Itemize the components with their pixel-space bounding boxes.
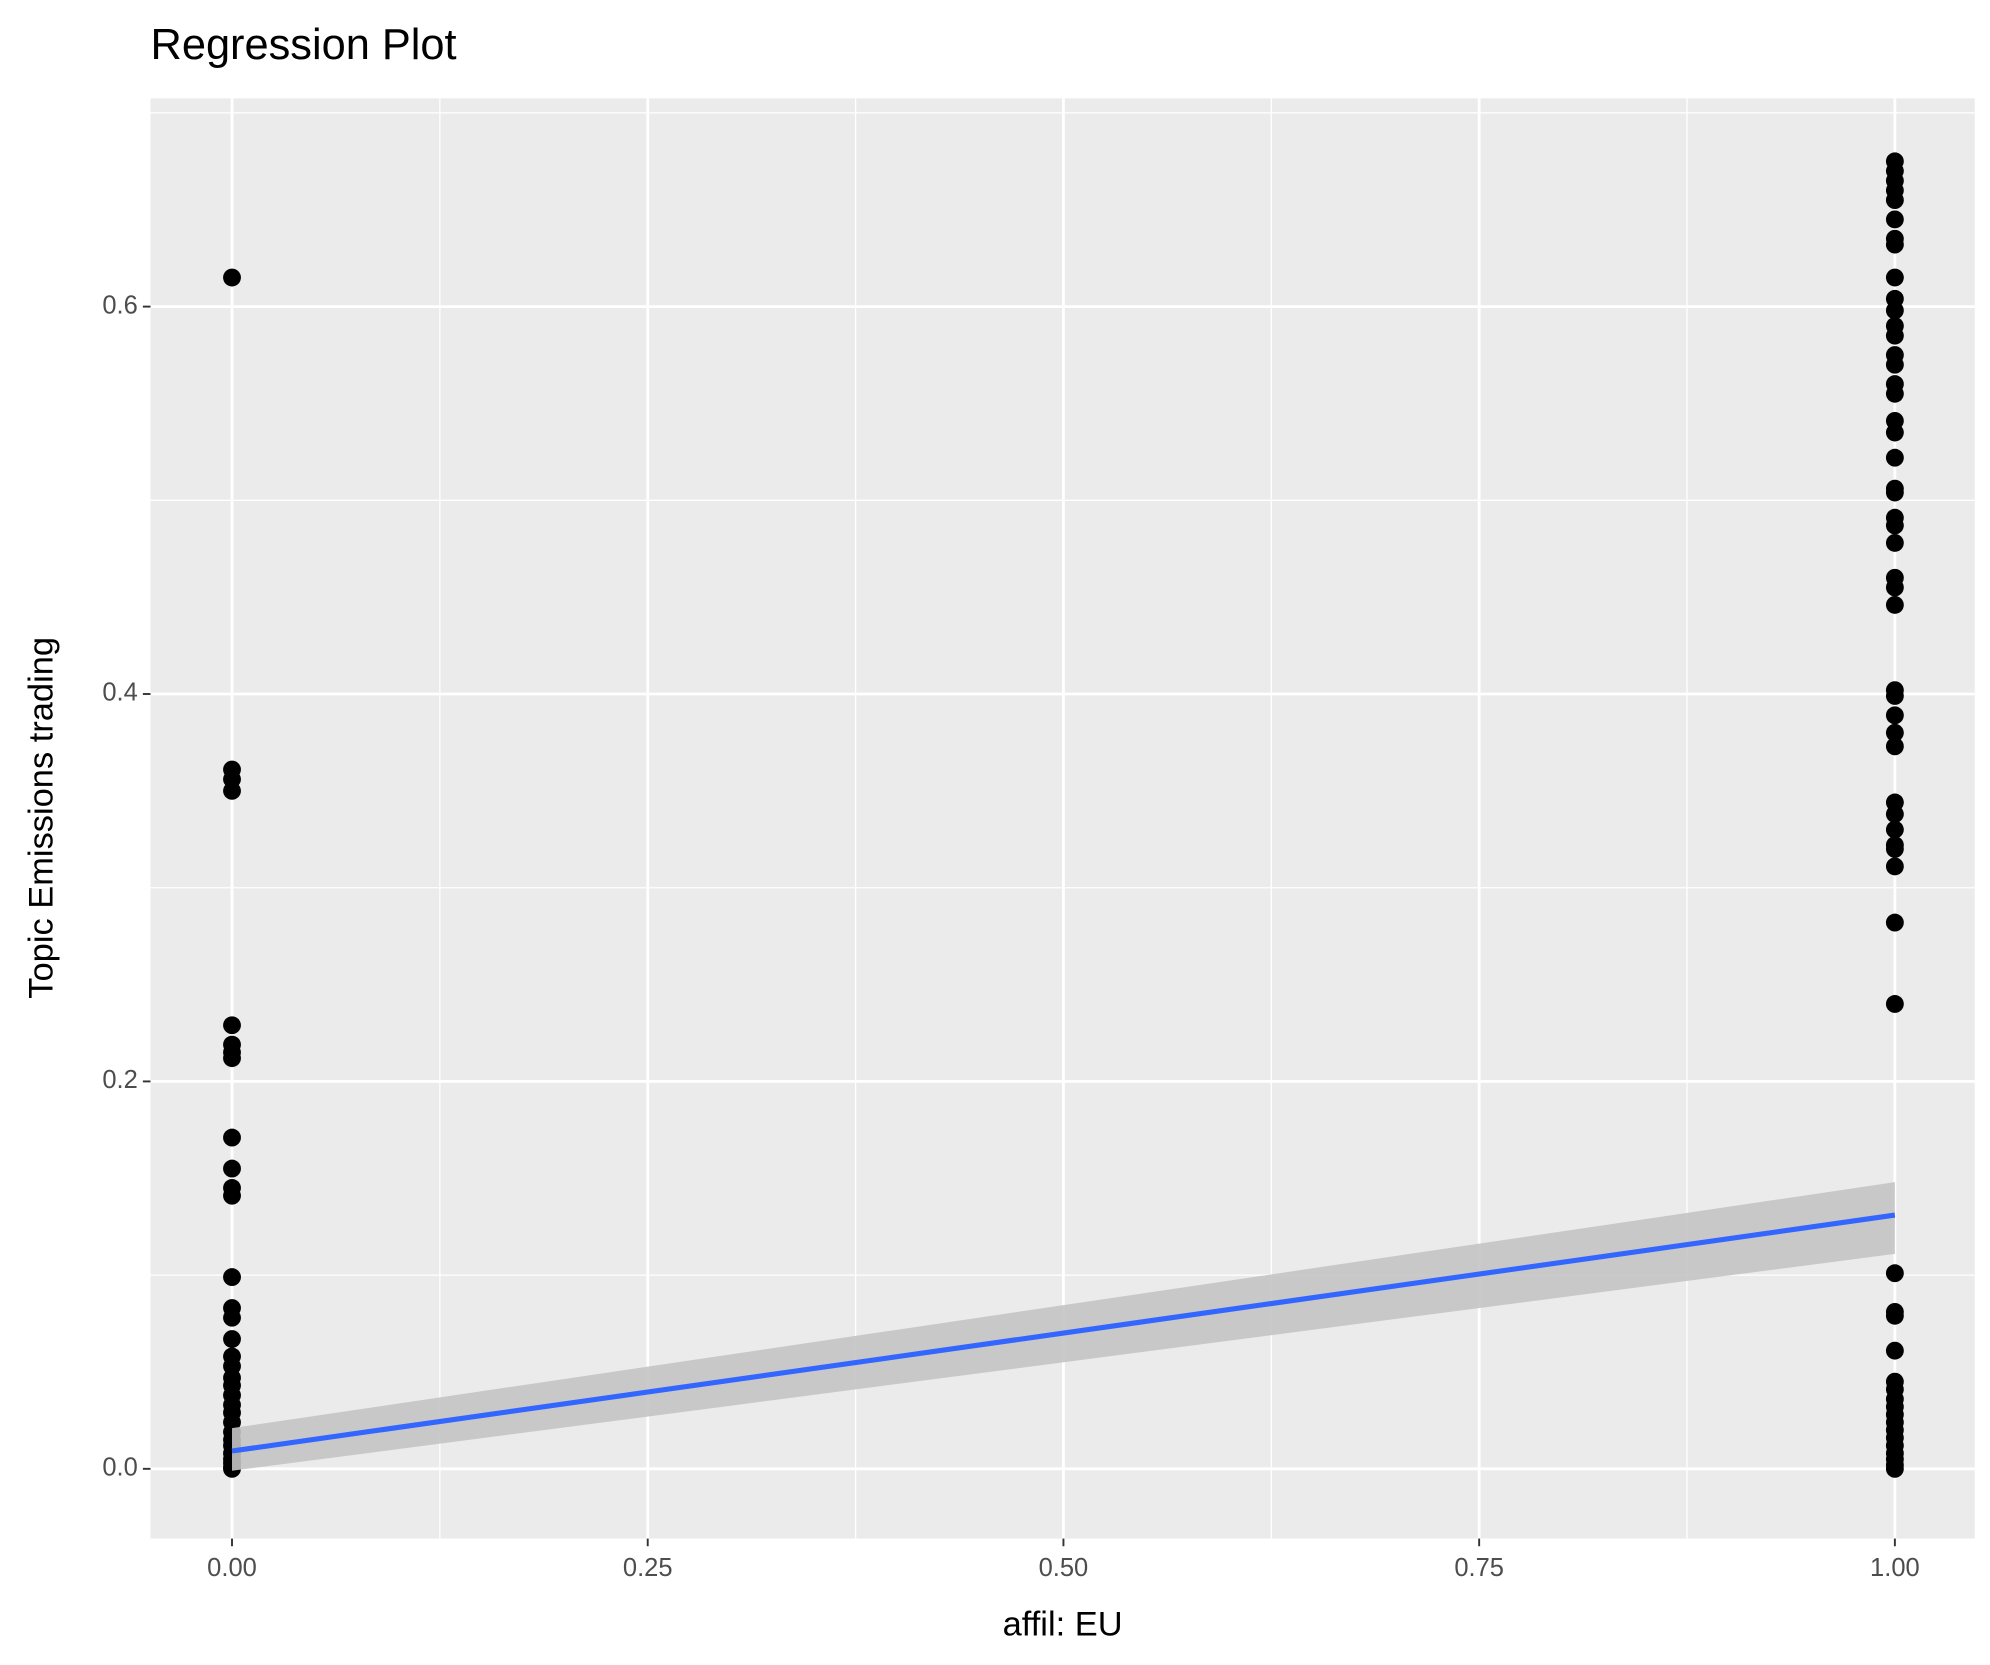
y-tick-label: 0.0 xyxy=(102,1454,137,1482)
point xyxy=(1885,210,1904,229)
point xyxy=(223,1128,241,1147)
point xyxy=(1885,191,1904,209)
point xyxy=(1885,355,1904,374)
point xyxy=(223,1308,241,1327)
point xyxy=(1885,578,1904,597)
x-tick-label: 0.50 xyxy=(1039,1554,1089,1582)
point xyxy=(1885,235,1904,254)
x-tick-label: 0.75 xyxy=(1454,1554,1504,1582)
point xyxy=(223,1330,241,1348)
point xyxy=(1885,737,1904,756)
point xyxy=(223,781,241,800)
point xyxy=(223,1186,241,1205)
point xyxy=(1885,1459,1904,1478)
point xyxy=(1885,706,1904,725)
point xyxy=(223,268,241,287)
y-tick-label: 0.2 xyxy=(102,1066,137,1094)
point xyxy=(1885,595,1904,614)
chart-title: Regression Plot xyxy=(151,21,457,69)
point xyxy=(1885,723,1904,742)
point xyxy=(1885,995,1904,1013)
point xyxy=(1885,1306,1904,1325)
point xyxy=(1885,1341,1904,1360)
point xyxy=(1885,1264,1904,1283)
regression-line xyxy=(231,1212,1896,1454)
point xyxy=(1885,301,1904,320)
point xyxy=(1885,326,1904,345)
point xyxy=(1885,483,1904,502)
x-tick-label: 0.25 xyxy=(623,1554,673,1582)
y-tick-label: 0.6 xyxy=(102,291,137,319)
point xyxy=(1885,448,1904,467)
x-tick-label: 1.00 xyxy=(1870,1554,1920,1582)
y-tick-label: 0.4 xyxy=(102,679,137,707)
point xyxy=(1885,913,1904,932)
point xyxy=(1885,516,1904,535)
point xyxy=(1885,840,1904,858)
point xyxy=(1885,533,1904,552)
point xyxy=(223,1049,241,1068)
point xyxy=(1885,687,1904,705)
x-axis-label: affil: EU xyxy=(1003,1606,1123,1644)
point xyxy=(1885,268,1904,287)
point xyxy=(1885,805,1904,824)
confidence-band xyxy=(232,1182,1895,1471)
point xyxy=(1885,820,1904,839)
point xyxy=(1885,423,1904,442)
point xyxy=(223,1268,241,1286)
point xyxy=(1885,857,1904,876)
point xyxy=(1885,384,1904,403)
point xyxy=(223,1159,241,1178)
x-tick-label: 0.00 xyxy=(207,1554,257,1582)
y-axis-label: Topic Emissions trading xyxy=(22,637,60,999)
point xyxy=(223,1016,241,1035)
